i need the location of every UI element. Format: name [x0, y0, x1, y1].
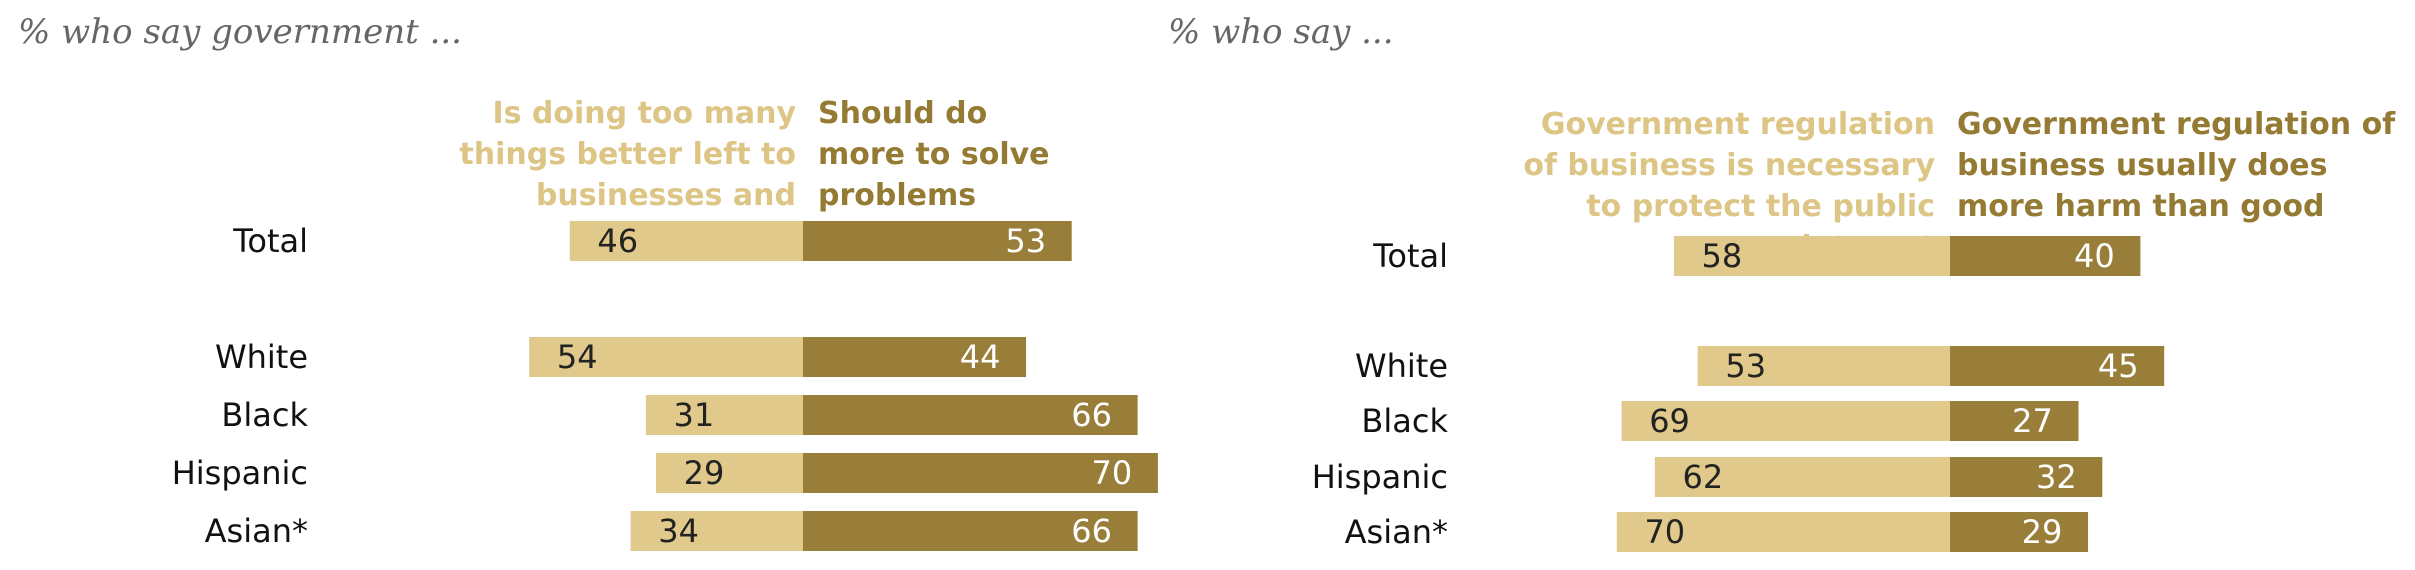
chart2-bar-left-white	[1697, 346, 1950, 386]
chart2-value-left-asian: 70	[1644, 513, 1685, 551]
chart1-value-right-white: 44	[960, 338, 1001, 376]
chart2-value-left-white: 53	[1725, 347, 1766, 385]
chart1-value-left-white: 54	[557, 338, 598, 376]
chart1-bar-right-black	[803, 395, 1138, 435]
chart2-bar-right-black	[1950, 401, 2079, 441]
chart1-value-right-asian: 66	[1071, 512, 1112, 550]
chart1-bar-left-total	[569, 221, 803, 261]
chart1-value-left-black: 31	[673, 396, 714, 434]
chart2-bar-right-white	[1950, 346, 2165, 386]
chart2-value-right-total: 40	[2074, 237, 2115, 275]
chart1-value-right-black: 66	[1071, 396, 1112, 434]
chart1-bar-right-asian	[803, 511, 1138, 551]
chart2-category-label-asian: Asian*	[1345, 513, 1448, 551]
chart1-bar-left-hispanic	[655, 453, 803, 493]
chart2-value-left-black: 69	[1649, 402, 1690, 440]
chart2-subtitle: % who say ...	[1168, 12, 1394, 52]
chart1-category-label-total: Total	[232, 222, 308, 260]
chart2-value-right-hispanic: 32	[2036, 458, 2077, 496]
chart1-value-right-hispanic: 70	[1092, 454, 1133, 492]
chart1-bar-right-hispanic	[803, 453, 1158, 493]
chart2-category-label-total: Total	[1372, 237, 1448, 275]
chart1-bar-left-black	[645, 395, 803, 435]
chart1-category-label-asian: Asian*	[205, 512, 308, 550]
chart1-value-left-asian: 34	[658, 512, 699, 550]
chart2-value-right-black: 27	[2012, 402, 2053, 440]
chart1-category-label-white: White	[215, 338, 308, 376]
chart1-bar-right-total	[803, 221, 1072, 261]
chart1-bar-left-white	[529, 337, 803, 377]
chart2-bar-left-total	[1673, 236, 1950, 276]
chart2-bar-right-total	[1950, 236, 2141, 276]
chart2-bar-left-hispanic	[1654, 457, 1950, 497]
chart2-value-right-asian: 29	[2022, 513, 2063, 551]
chart2-value-left-hispanic: 62	[1683, 458, 1724, 496]
chart1-bar-left-asian	[630, 511, 803, 551]
chart1-bar-right-white	[803, 337, 1027, 377]
chart2-bar-left-black	[1621, 401, 1950, 441]
chart2-category-label-white: White	[1355, 347, 1448, 385]
chart1-category-label-black: Black	[221, 396, 308, 434]
chart1-value-left-hispanic: 29	[684, 454, 725, 492]
chart1-value-left-total: 46	[597, 222, 638, 260]
chart2-legend-right: Government regulation of business usuall…	[1957, 104, 2407, 227]
chart2-category-label-hispanic: Hispanic	[1312, 458, 1448, 496]
chart2-bar-right-hispanic	[1950, 457, 2103, 497]
chart2-bar-right-asian	[1950, 512, 2089, 552]
chart2-value-left-total: 58	[1702, 237, 1743, 275]
chart1-subtitle: % who say government ...	[18, 12, 462, 52]
chart2-legend-right-text: Government regulation of business usuall…	[1957, 107, 2396, 224]
chart1-legend-right-text: Should do more to solve problems	[818, 96, 1050, 213]
chart1-legend-right: Should do more to solve problems	[818, 93, 1050, 216]
chart2-category-label-black: Black	[1361, 402, 1448, 440]
chart1-category-label-hispanic: Hispanic	[172, 454, 308, 492]
chart2-bar-left-asian	[1616, 512, 1950, 552]
chart1-value-right-total: 53	[1005, 222, 1046, 260]
chart2-value-right-white: 45	[2098, 347, 2139, 385]
